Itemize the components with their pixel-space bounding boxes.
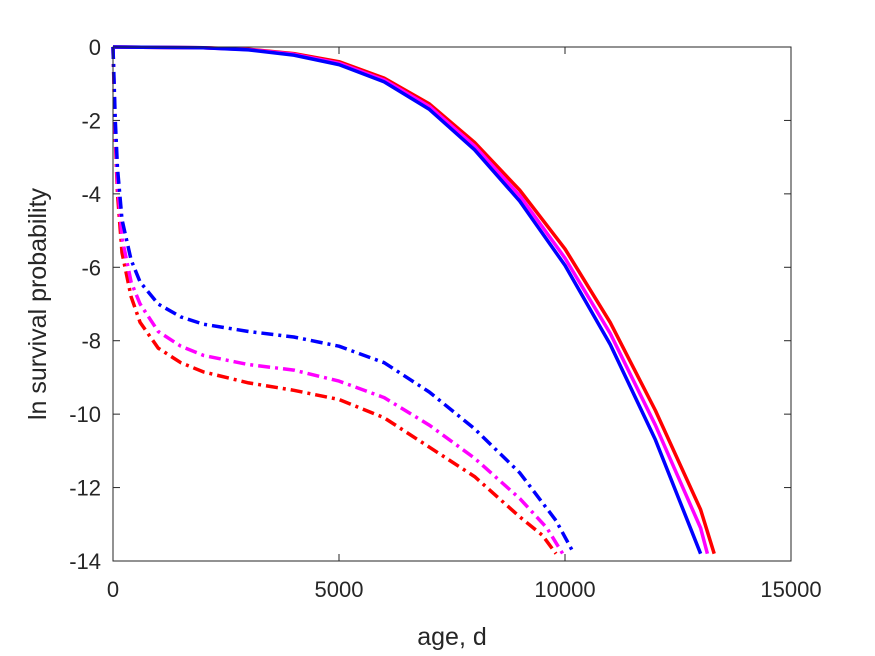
y-tick-label: -12 (69, 476, 101, 501)
y-tick-label: -8 (81, 329, 101, 354)
x-tick-label: 15000 (760, 577, 821, 602)
y-tick-label: -4 (81, 182, 101, 207)
y-tick-label: -2 (81, 108, 101, 133)
y-tick-label: -14 (69, 549, 101, 574)
y-tick-label: -6 (81, 255, 101, 280)
y-tick-label: 0 (89, 35, 101, 60)
axes-box (112, 46, 792, 562)
ticks-layer: 0 5000 10000 15000 -14 -12 -10 -8 -6 -4 -2 0 (69, 35, 821, 602)
series-line-5 (111, 46, 565, 555)
x-axis-label: age, d (417, 623, 487, 651)
series-layer (111, 45, 716, 555)
y-axis-label: ln survival probability (24, 187, 52, 420)
x-tick-label: 0 (107, 577, 119, 602)
series-line-3 (112, 45, 703, 555)
x-tick-label: 10000 (534, 577, 595, 602)
y-tick-label: -10 (69, 402, 101, 427)
x-tick-label: 5000 (315, 577, 364, 602)
series-line-4 (111, 46, 558, 555)
